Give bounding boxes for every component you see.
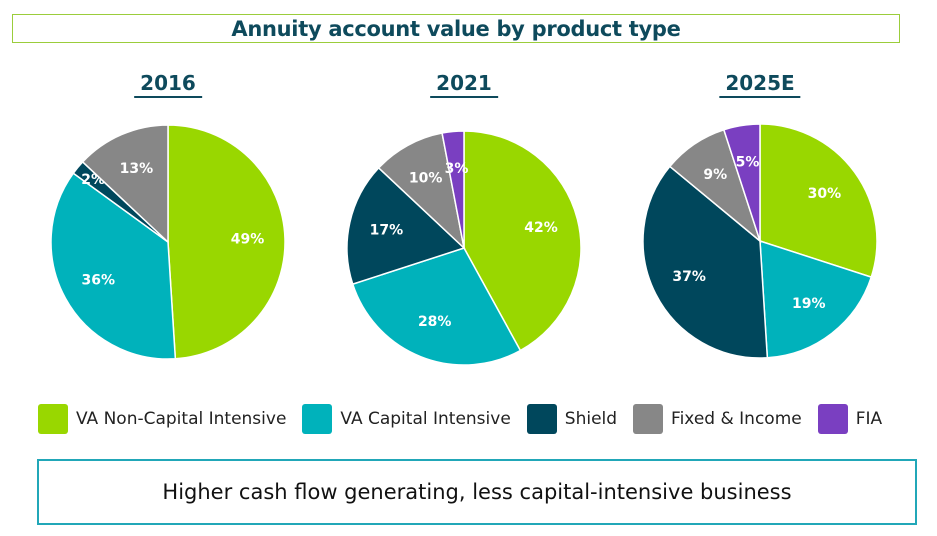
legend-item-fia: FIA xyxy=(817,404,883,434)
legend-label: Fixed & Income xyxy=(671,409,802,429)
legend-swatch xyxy=(526,404,557,434)
pie-2021-slice-fixed-income xyxy=(377,132,466,251)
legend-item-shield: Shield xyxy=(526,404,618,434)
pie-2025e-slice-shield xyxy=(642,165,769,359)
legend-swatch xyxy=(633,404,664,434)
pie-2016-label-fixed-income: 13% xyxy=(120,161,154,177)
pie-title-2021: 2021 xyxy=(430,70,498,98)
pie-2025e-slice-fia xyxy=(722,123,761,242)
pie-2025e-label-fia: 5% xyxy=(736,154,760,170)
legend-swatch xyxy=(817,404,848,434)
pie-title-2025e: 2025E xyxy=(719,70,801,98)
legend-label: VA Non-Capital Intensive xyxy=(76,409,287,429)
pie-title-2016: 2016 xyxy=(134,70,202,98)
chart-title: Annuity account value by product type xyxy=(231,16,681,41)
pie-charts: 49%36%2%13%42%28%17%10%3%30%19%37%9%5% xyxy=(50,123,878,366)
pie-2016-slice-va-capital-intensive xyxy=(50,172,177,360)
legend-label: Shield xyxy=(564,409,618,429)
legend-swatch xyxy=(302,404,333,434)
pie-2025e-slice-va-capital-intensive xyxy=(759,239,873,359)
pie-2025e-slice-va-non-capital-intensive xyxy=(759,123,878,279)
legend-swatch xyxy=(38,404,68,434)
pie-2021-label-fia: 3% xyxy=(445,161,469,177)
pie-2016-slice-va-non-capital-intensive xyxy=(167,124,286,360)
pie-2021-slice-va-non-capital-intensive xyxy=(463,130,582,352)
legend-label: FIA xyxy=(855,409,883,429)
legend-label: VA Capital Intensive xyxy=(340,409,511,429)
pie-2021-slice-fia xyxy=(441,130,465,249)
legend-item-fixed-income: Fixed & Income xyxy=(633,404,802,434)
pie-2016-label-va-non-capital-intensive: 49% xyxy=(231,232,265,248)
pie-2021-slice-shield xyxy=(346,166,466,286)
pie-2021-label-fixed-income: 10% xyxy=(409,170,443,186)
pie-2021-label-va-capital-intensive: 28% xyxy=(418,314,452,330)
pie-2021-label-va-non-capital-intensive: 42% xyxy=(524,220,558,236)
title-box: Annuity account value by product type xyxy=(12,14,900,43)
pie-2025e-label-va-capital-intensive: 19% xyxy=(792,296,826,312)
pie-2025e-label-va-non-capital-intensive: 30% xyxy=(808,186,842,202)
pie-2016-label-va-capital-intensive: 36% xyxy=(82,272,116,288)
pie-2025e-label-shield: 37% xyxy=(672,269,706,285)
legend: VA Non-Capital Intensive VA Capital Inte… xyxy=(38,403,898,435)
pie-2016-slice-fixed-income xyxy=(81,124,169,244)
pie-2025e-label-fixed-income: 9% xyxy=(703,167,727,183)
footer-callout: Higher cash flow generating, less capita… xyxy=(37,459,917,525)
pie-2021-slice-va-capital-intensive xyxy=(351,247,522,366)
legend-item-va-capital: VA Capital Intensive xyxy=(302,404,511,434)
legend-item-va-non-capital: VA Non-Capital Intensive xyxy=(38,404,286,434)
pie-2021-label-shield: 17% xyxy=(370,223,404,239)
footer-text: Higher cash flow generating, less capita… xyxy=(162,480,792,504)
